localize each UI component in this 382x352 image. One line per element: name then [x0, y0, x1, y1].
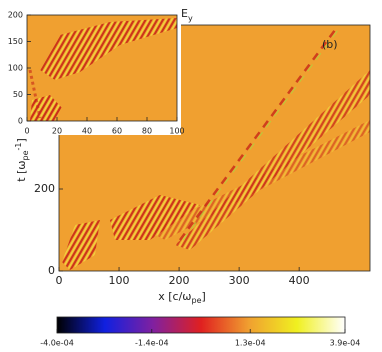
y-tick-label: 200: [34, 182, 55, 195]
inset-plot: 0 20 40 60 80 100 0 50 100 150 200: [8, 11, 185, 136]
y-tick-label: 0: [18, 117, 23, 126]
y-axis-label: t [ωpe-1]: [14, 138, 30, 182]
x-tick-label: 100: [109, 274, 130, 287]
y-tick-label: 0: [48, 264, 55, 277]
x-tick-label: 60: [112, 127, 122, 136]
x-tick-label: 300: [229, 274, 250, 287]
colorbar-tick-label: -1.4e-04: [135, 339, 169, 348]
y-tick-label: 150: [8, 37, 23, 46]
x-tick-label: 40: [82, 127, 92, 136]
plot-title: Ey: [181, 7, 193, 23]
x-tick-label: 200: [169, 274, 190, 287]
x-tick-label: 400: [289, 274, 310, 287]
main-plot: Ey (b) x [c/ωpe] t [ωpe-1] 0 100 200 300 400…: [14, 7, 371, 305]
x-tick-label: 0: [56, 274, 63, 287]
colorbar-tick-label: 1.3e-04: [235, 339, 266, 348]
colorbar-tick-label: -4.0e-04: [40, 339, 74, 348]
y-tick-label: 200: [8, 11, 23, 20]
x-tick-label: 20: [52, 127, 62, 136]
x-axis-label: x [c/ωpe]: [158, 290, 206, 305]
heatmap-field: [28, 18, 177, 121]
panel-label: (b): [322, 38, 338, 51]
colorbar-tick-label: 3.9e-04: [330, 339, 361, 348]
heatmap-field: [62, 29, 370, 270]
x-tick-label: 100: [169, 127, 184, 136]
y-tick-label: 100: [8, 64, 23, 73]
x-tick-label: 80: [142, 127, 152, 136]
x-tick-label: 0: [24, 127, 29, 136]
colorbar-scale: [56, 316, 346, 334]
y-tick-label: 50: [13, 90, 23, 99]
colorbar: -4.0e-04 -1.4e-04 1.3e-04 3.9e-04: [40, 316, 361, 348]
